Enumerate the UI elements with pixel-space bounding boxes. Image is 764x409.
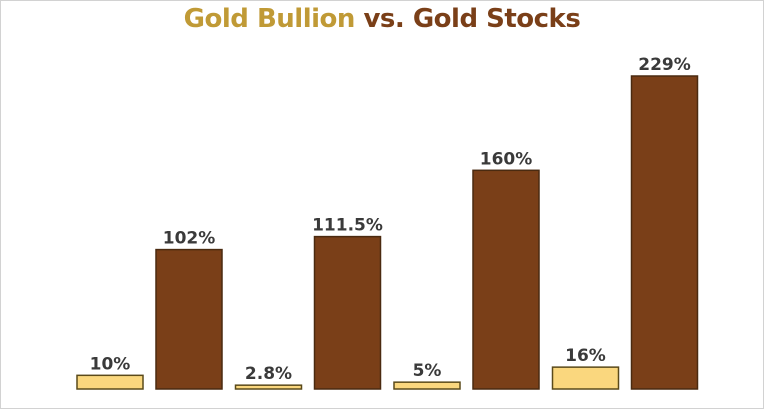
bar-bullion-1 <box>76 374 144 390</box>
bar-bullion-3 <box>393 381 461 390</box>
bar-bullion-4 <box>551 366 620 390</box>
data-label-bullion-4: 16% <box>565 346 606 366</box>
chart-title: Gold Bullion vs. Gold Stocks <box>0 4 764 34</box>
title-gold-stocks: Gold Stocks <box>412 4 581 34</box>
title-vs: vs. <box>363 4 405 34</box>
data-label-stocks-2: 111.5% <box>312 216 383 236</box>
data-label-stocks-1: 102% <box>163 229 216 249</box>
data-label-stocks-3: 160% <box>480 149 533 169</box>
bar-stocks-3 <box>472 169 540 390</box>
data-label-bullion-1: 10% <box>90 354 131 374</box>
data-label-bullion-2: 2.8% <box>245 364 292 384</box>
bar-stocks-1 <box>155 248 223 390</box>
data-label-bullion-3: 5% <box>413 361 442 381</box>
bar-stocks-4 <box>630 75 699 390</box>
bar-bullion-2 <box>234 384 303 390</box>
title-gold-bullion: Gold Bullion <box>183 4 356 34</box>
data-label-stocks-4: 229% <box>638 55 691 75</box>
bar-stocks-2 <box>313 235 382 390</box>
